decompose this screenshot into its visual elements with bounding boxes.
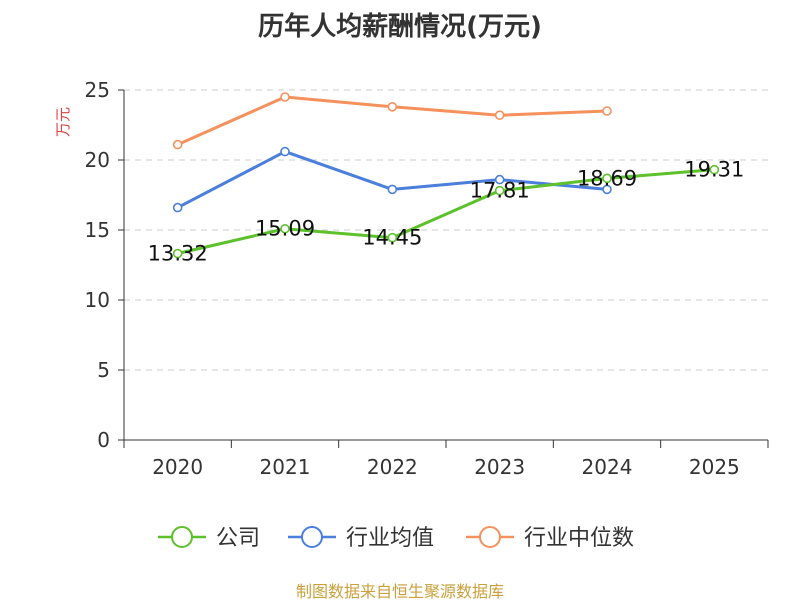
data-point bbox=[280, 146, 290, 157]
x-tick-label: 2023 bbox=[474, 455, 525, 479]
data-point bbox=[387, 232, 398, 243]
data-point bbox=[494, 110, 505, 120]
data-label: 14.45 bbox=[362, 226, 422, 250]
data-point bbox=[172, 202, 183, 213]
legend-label: 公司 bbox=[216, 526, 260, 551]
grid-lines bbox=[124, 89, 768, 371]
data-point bbox=[172, 248, 183, 259]
y-tick-label: 5 bbox=[97, 358, 110, 382]
x-tick-label: 2024 bbox=[582, 455, 633, 479]
data-point bbox=[387, 184, 398, 195]
data-label: 19.31 bbox=[684, 158, 744, 182]
data-label: 15.09 bbox=[255, 217, 315, 241]
x-tick-label: 2020 bbox=[152, 455, 203, 479]
x-tick-label: 2022 bbox=[367, 455, 418, 479]
y-tick-label: 25 bbox=[85, 78, 110, 102]
data-labels: 13.32 15.09 14.45 17.81 18.69 19.31 bbox=[148, 158, 745, 266]
data-point bbox=[280, 92, 290, 102]
series bbox=[172, 92, 720, 259]
data-point bbox=[387, 102, 398, 112]
data-point bbox=[709, 164, 720, 175]
data-point bbox=[602, 173, 612, 184]
legend-marker bbox=[479, 526, 501, 548]
data-label: 17.81 bbox=[470, 179, 530, 203]
data-point bbox=[494, 185, 505, 196]
x-tick-label: 2025 bbox=[689, 455, 740, 479]
y-tick-label: 20 bbox=[85, 148, 110, 172]
data-label: 18.69 bbox=[577, 166, 637, 190]
legend-label: 行业中位数 bbox=[524, 526, 634, 551]
data-point bbox=[494, 174, 505, 185]
source-note: 制图数据来自恒生聚源数据库 bbox=[295, 582, 504, 601]
series-line bbox=[177, 168, 715, 255]
data-point bbox=[602, 106, 612, 116]
data-label: 13.32 bbox=[148, 242, 208, 266]
chart-title: 历年人均薪酬情况(万元) bbox=[258, 12, 542, 42]
y-tick-label: 15 bbox=[85, 218, 110, 242]
data-point bbox=[280, 223, 290, 234]
legend-label: 行业均值 bbox=[346, 526, 434, 551]
legend-marker bbox=[301, 526, 323, 548]
data-point bbox=[172, 139, 183, 150]
x-tick-label: 2021 bbox=[260, 455, 311, 479]
y-tick-label: 0 bbox=[97, 428, 110, 452]
y-tick-label: 10 bbox=[85, 288, 110, 312]
y-axis-title: 万元 bbox=[54, 107, 72, 137]
data-point bbox=[602, 184, 612, 195]
legend: 公司 行业均值 行业中位数 bbox=[158, 526, 634, 551]
legend-marker bbox=[171, 526, 193, 548]
